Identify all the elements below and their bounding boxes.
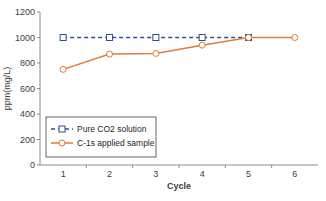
legend: Pure CO2 solution C-1s applied sample (46, 117, 156, 157)
legend-box (46, 117, 156, 157)
y-axis-label: ppm(mg/L) (2, 67, 12, 111)
y-tick-label: 0 (30, 160, 35, 170)
y-tick (37, 12, 40, 13)
y-tick-label: 200 (20, 135, 35, 145)
y-tick-label: 1000 (15, 33, 35, 43)
chart: 0 200 400 600 800 1000 1200 1 2 3 4 5 6 Cycle ppm(mg/L… (0, 0, 326, 201)
plot-area (60, 35, 298, 73)
x-tick (132, 165, 133, 168)
point (246, 35, 252, 41)
x-tick-label: 6 (292, 169, 297, 179)
point (60, 66, 66, 72)
x-tick-label: 1 (61, 169, 66, 179)
point (107, 35, 113, 41)
y-tick (37, 165, 40, 166)
x-axis-label: Cycle (167, 181, 191, 191)
point (199, 42, 205, 48)
y-tick-label: 600 (20, 84, 35, 94)
y-tick (37, 88, 40, 89)
x-tick-label: 2 (107, 169, 112, 179)
x-tick (271, 165, 272, 168)
y-tick-label: 800 (20, 58, 35, 68)
y-tick (37, 63, 40, 64)
point (107, 51, 113, 57)
x-tick (225, 165, 226, 168)
point (153, 50, 159, 56)
x-tick-label: 5 (246, 169, 251, 179)
point (246, 35, 252, 41)
legend-marker (59, 140, 65, 146)
y-tick-label: 1200 (15, 7, 35, 17)
legend-label: Pure CO2 solution (77, 124, 147, 134)
y-tick (37, 37, 40, 38)
point (60, 35, 66, 41)
x-tick-label: 4 (200, 169, 205, 179)
chart-container: 0 200 400 600 800 1000 1200 1 2 3 4 5 6 Cycle ppm(mg/L… (0, 0, 326, 201)
legend-marker (59, 126, 65, 132)
point (292, 35, 298, 41)
x-tick (86, 165, 87, 168)
point (199, 35, 205, 41)
y-tick (37, 114, 40, 115)
legend-label: C-1s applied sample (77, 138, 155, 148)
x-tick-label: 3 (153, 169, 158, 179)
y-tick-label: 400 (20, 109, 35, 119)
series-line (63, 38, 295, 70)
point (153, 35, 159, 41)
y-tick (37, 139, 40, 140)
x-tick (179, 165, 180, 168)
